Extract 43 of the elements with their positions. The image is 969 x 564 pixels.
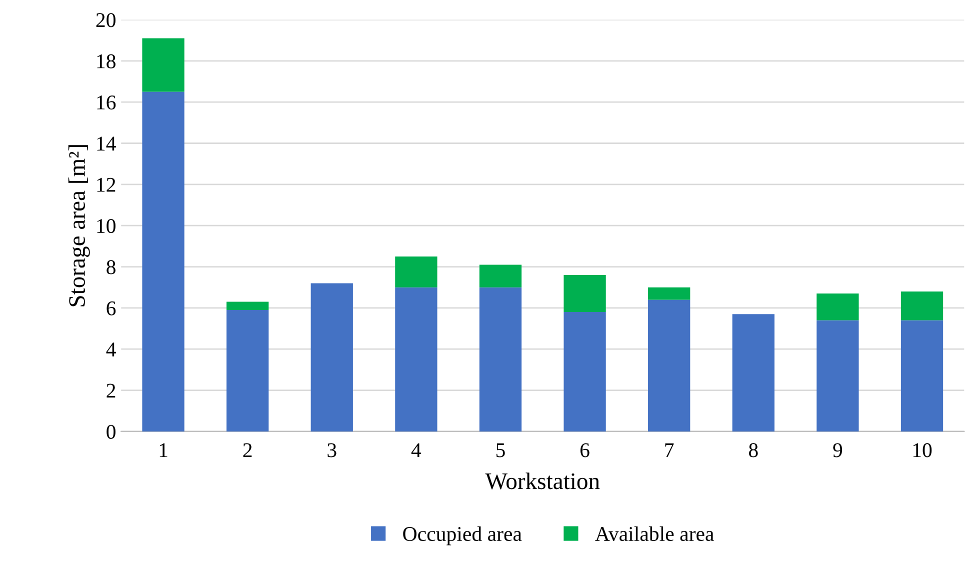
x-tick-label: 1	[160, 443, 168, 458]
y-tick-label: 8	[106, 260, 116, 274]
y-tick-label: 16	[97, 96, 116, 110]
bar	[564, 275, 606, 312]
bar	[226, 310, 269, 432]
bar	[142, 92, 184, 432]
x-tick-label: 9	[833, 443, 842, 458]
bar	[732, 314, 774, 432]
y-tick-label: 0	[106, 424, 116, 439]
x-tick-label: 3	[328, 443, 336, 458]
x-tick-label: 8	[748, 443, 758, 458]
x-tick-label: 7	[665, 443, 674, 458]
x-tick-label: 4	[411, 443, 422, 458]
x-tick-label: 2	[243, 443, 252, 458]
bar	[226, 302, 269, 310]
bar	[648, 300, 690, 432]
y-axis-title: Storage area [m²]	[68, 145, 90, 306]
legend-label: Available area	[595, 526, 714, 542]
bar	[816, 294, 859, 320]
x-tick-label: 5	[496, 443, 505, 458]
bar	[395, 256, 438, 288]
bar	[816, 320, 859, 432]
bar	[564, 312, 606, 432]
legend-label: Occupied area	[403, 526, 522, 546]
x-axis-title: Workstation	[485, 472, 600, 490]
x-tick-label: 10	[913, 443, 932, 458]
bar	[648, 287, 690, 300]
x-tick-label: 6	[580, 443, 590, 458]
bar	[479, 287, 522, 432]
bar	[142, 38, 184, 92]
y-tick-label: 18	[97, 54, 116, 68]
y-tick-label: 4	[106, 342, 116, 356]
y-tick-label: 10	[97, 218, 116, 234]
bar	[479, 264, 522, 288]
y-tick-label: 14	[97, 136, 116, 150]
bar	[900, 291, 944, 320]
bar	[900, 320, 944, 432]
y-tick-label: 12	[97, 178, 116, 192]
bar	[310, 283, 353, 432]
y-tick-label: 2	[106, 384, 116, 398]
y-tick-label: 20	[96, 13, 116, 28]
y-tick-label: 6	[106, 301, 116, 316]
bar	[395, 287, 438, 432]
